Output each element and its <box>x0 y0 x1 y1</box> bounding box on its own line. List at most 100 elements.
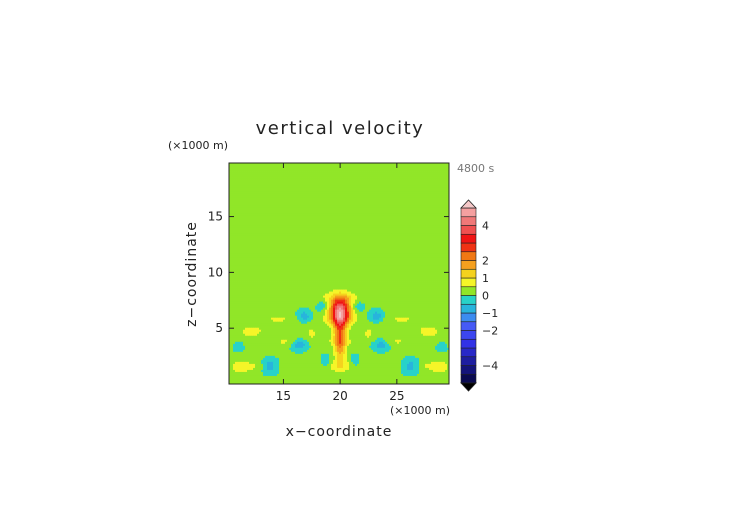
heatmap-cell <box>337 177 340 180</box>
heatmap-cell <box>365 163 368 166</box>
heatmap-cell <box>363 211 366 214</box>
heatmap-cell <box>291 235 294 238</box>
heatmap-cell <box>299 225 302 228</box>
heatmap-cell <box>333 195 336 198</box>
heatmap-cell <box>267 181 270 184</box>
heatmap-cell <box>413 223 416 226</box>
heatmap-cell <box>303 179 306 182</box>
heatmap-cell <box>377 163 380 166</box>
heatmap-cell <box>283 223 286 226</box>
heatmap-cell <box>345 197 348 200</box>
heatmap-cell <box>357 231 360 234</box>
heatmap-cell <box>321 225 324 228</box>
heatmap-cell <box>309 165 312 168</box>
heatmap-cell <box>259 205 262 208</box>
heatmap-cell <box>399 173 402 176</box>
heatmap-cell <box>443 169 446 172</box>
heatmap-cell <box>365 187 368 190</box>
heatmap-cell <box>435 179 438 182</box>
heatmap-cell <box>293 169 296 172</box>
heatmap-cell <box>329 171 332 174</box>
heatmap-cell <box>271 217 274 220</box>
heatmap-cell <box>291 185 294 188</box>
heatmap-cell <box>265 225 268 228</box>
heatmap-cell <box>331 181 334 184</box>
heatmap-cell <box>361 225 364 228</box>
heatmap-cell <box>417 173 420 176</box>
heatmap-cell <box>237 177 240 180</box>
heatmap-cell <box>311 221 314 224</box>
heatmap-cell <box>255 199 258 202</box>
heatmap-cell <box>369 181 372 184</box>
heatmap-cell <box>389 185 392 188</box>
heatmap-cell <box>251 169 254 172</box>
heatmap-cell <box>389 187 392 190</box>
heatmap-cell <box>293 185 296 188</box>
heatmap-cell <box>229 177 232 180</box>
heatmap-cell <box>249 225 252 228</box>
heatmap-cell <box>319 193 322 196</box>
heatmap-cell <box>367 181 370 184</box>
heatmap-cell <box>345 223 348 226</box>
heatmap-cell <box>233 229 236 232</box>
heatmap-cell <box>361 209 364 212</box>
heatmap-cell <box>435 195 438 198</box>
heatmap-cell <box>401 233 404 236</box>
heatmap-cell <box>367 189 370 192</box>
heatmap-cell <box>305 165 308 168</box>
heatmap-cell <box>385 183 388 186</box>
heatmap-cell <box>327 219 330 222</box>
heatmap-cell <box>271 189 274 192</box>
heatmap-cell <box>319 231 322 234</box>
heatmap-cell <box>267 179 270 182</box>
heatmap-cell <box>351 179 354 182</box>
heatmap-cell <box>235 189 238 192</box>
heatmap-cell <box>433 235 436 238</box>
heatmap-cell <box>283 199 286 202</box>
heatmap-cell <box>305 177 308 180</box>
heatmap-cell <box>299 201 302 204</box>
heatmap-cell <box>419 163 422 166</box>
heatmap-cell <box>291 169 294 172</box>
heatmap-cell <box>441 239 444 242</box>
heatmap-cell <box>369 189 372 192</box>
heatmap-cell <box>399 193 402 196</box>
heatmap-cell <box>281 183 284 186</box>
heatmap-cell <box>313 205 316 208</box>
heatmap-cell <box>407 175 410 178</box>
heatmap-cell <box>371 203 374 206</box>
heatmap-cell <box>345 193 348 196</box>
heatmap-cell <box>255 227 258 230</box>
heatmap-cell <box>283 185 286 188</box>
heatmap-cell <box>263 167 266 170</box>
heatmap-cell <box>235 171 238 174</box>
heatmap-cell <box>437 163 440 166</box>
heatmap-cell <box>243 233 246 236</box>
heatmap-cell <box>409 165 412 168</box>
heatmap-cell <box>347 239 350 242</box>
heatmap-cell <box>349 171 352 174</box>
heatmap-cell <box>387 225 390 228</box>
heatmap-cell <box>251 229 254 232</box>
heatmap-cell <box>383 227 386 230</box>
heatmap-cell <box>415 229 418 232</box>
heatmap-cell <box>319 197 322 200</box>
heatmap-cell <box>231 239 234 242</box>
heatmap-cell <box>387 219 390 222</box>
heatmap-cell <box>391 215 394 218</box>
heatmap-cell <box>241 241 244 244</box>
heatmap-cell <box>429 217 432 220</box>
heatmap-cell <box>233 179 236 182</box>
heatmap-cell <box>409 207 412 210</box>
heatmap-cell <box>369 179 372 182</box>
heatmap-cell <box>405 173 408 176</box>
heatmap-cell <box>395 171 398 174</box>
heatmap-cell <box>447 201 450 204</box>
heatmap-cell <box>353 219 356 222</box>
heatmap-cell <box>357 187 360 190</box>
heatmap-cell <box>343 201 346 204</box>
heatmap-cell <box>267 173 270 176</box>
heatmap-cell <box>305 207 308 210</box>
heatmap-cell <box>245 235 248 238</box>
heatmap-cell <box>259 235 262 238</box>
